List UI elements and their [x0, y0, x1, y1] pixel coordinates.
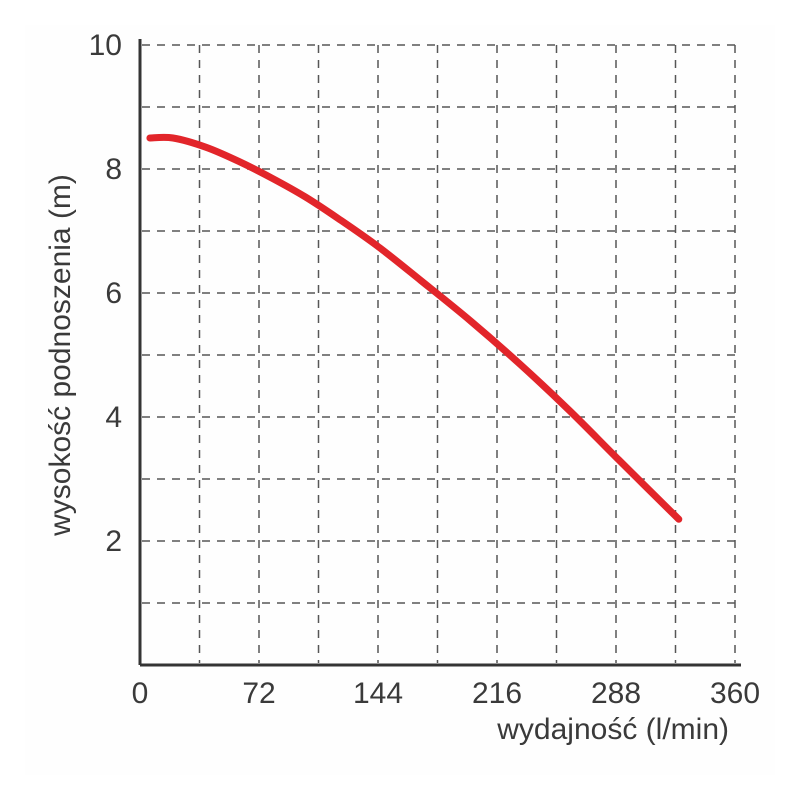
chart-svg: 2 4 6 8 10 0 72 144 216 288 360wydajność (l/min) wy… [25, 25, 775, 775]
pump-curve-chart: 2 4 6 8 10 0 72 144 216 288 360wydajność (l/min) wy… [25, 25, 775, 775]
y-tick-label: 2 [105, 525, 122, 558]
x-axis-label: wydajność (l/min) [496, 713, 729, 746]
x-tick-label: 360 [710, 677, 760, 710]
pump-curve [150, 137, 679, 519]
x-tick-label: 0 [132, 677, 149, 710]
y-tick-label: 10 [89, 29, 122, 62]
y-tick-label: 8 [105, 153, 122, 186]
x-tick-label: 216 [472, 677, 522, 710]
y-tick-label: 4 [105, 401, 122, 434]
x-tick-label: 144 [353, 677, 403, 710]
x-tick-label: 288 [591, 677, 641, 710]
x-tick-label: 72 [242, 677, 275, 710]
y-tick-label: 6 [105, 277, 122, 310]
y-axis-label: wysokość podnoszenia (m) [44, 174, 77, 537]
